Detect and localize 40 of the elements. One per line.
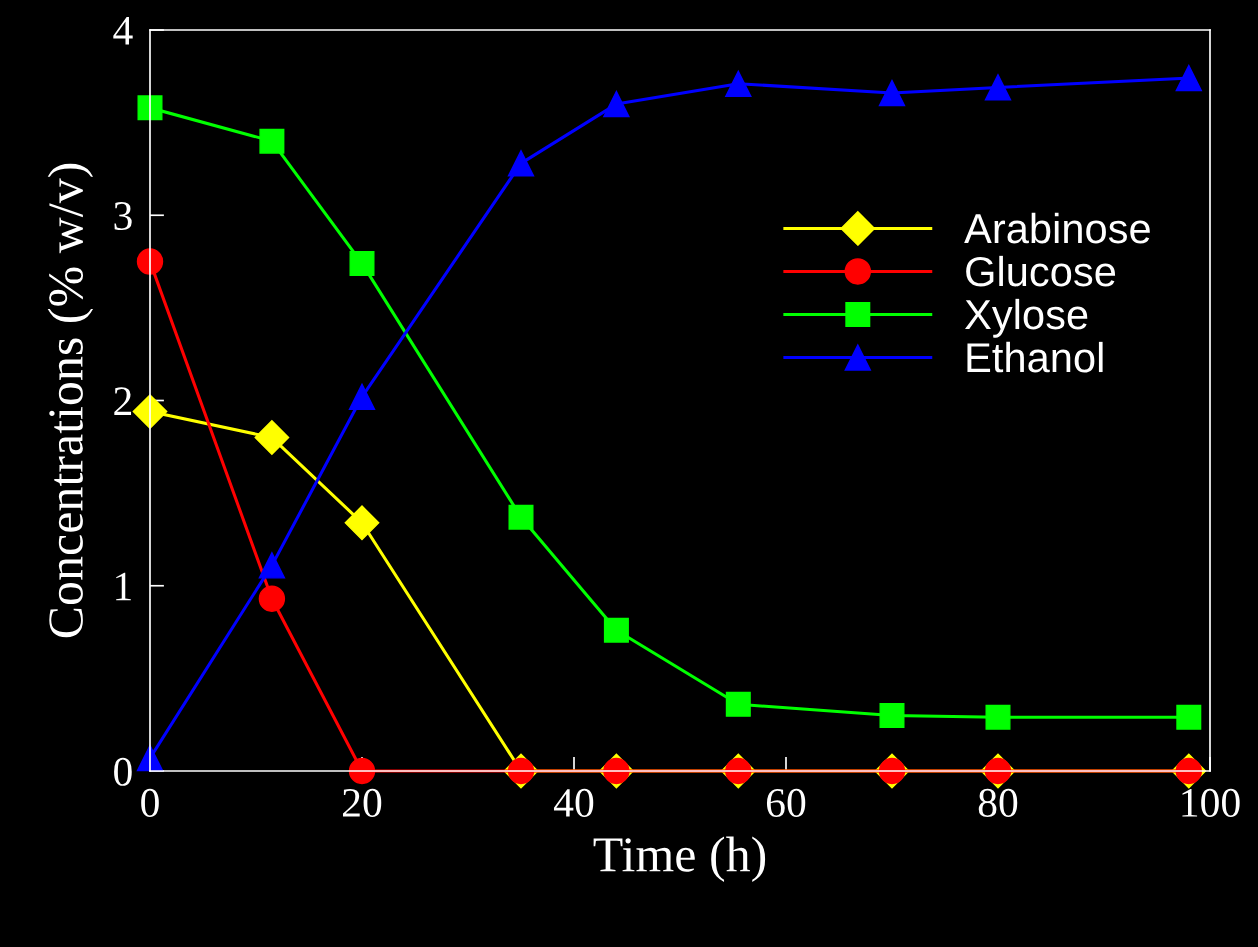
point <box>985 704 1011 730</box>
point <box>878 79 906 107</box>
y-tick-label: 2 <box>114 387 132 415</box>
point <box>348 757 376 785</box>
y-tick-label: 4 <box>113 17 133 45</box>
point <box>1176 704 1202 730</box>
legend-label: Ethanol <box>967 341 1103 373</box>
point <box>136 248 164 275</box>
point <box>349 250 375 276</box>
point <box>254 420 290 455</box>
point <box>344 505 380 541</box>
point <box>258 585 286 612</box>
x-tick-label: 20 <box>343 788 382 817</box>
point <box>984 74 1012 101</box>
point <box>259 128 285 154</box>
legend-label: Glucose <box>966 255 1116 287</box>
x-tick-label: 60 <box>766 788 806 817</box>
point <box>508 504 534 530</box>
point <box>258 552 286 579</box>
point <box>603 617 629 643</box>
point <box>132 394 168 430</box>
x-tick-label: 80 <box>978 788 1018 817</box>
x-tick-label: 100 <box>1182 788 1240 817</box>
x-tick-label: 40 <box>553 788 594 817</box>
point <box>137 95 163 121</box>
point <box>1175 64 1202 92</box>
point <box>507 150 535 177</box>
point <box>725 70 752 97</box>
legend-label: Arabinose <box>964 212 1150 244</box>
point <box>725 691 751 717</box>
y-axis-title: Concentrations (% w/v) <box>47 163 94 638</box>
y-tick-label: 1 <box>116 572 131 601</box>
x-tick-label: 0 <box>141 788 159 817</box>
y-tick-label: 0 <box>114 757 132 786</box>
y-tick-label: 3 <box>114 202 132 231</box>
point <box>348 383 376 410</box>
legend-label: Xylose <box>964 298 1088 338</box>
point <box>603 90 630 118</box>
x-axis-title: Time (h) <box>593 836 766 882</box>
point <box>879 702 905 728</box>
